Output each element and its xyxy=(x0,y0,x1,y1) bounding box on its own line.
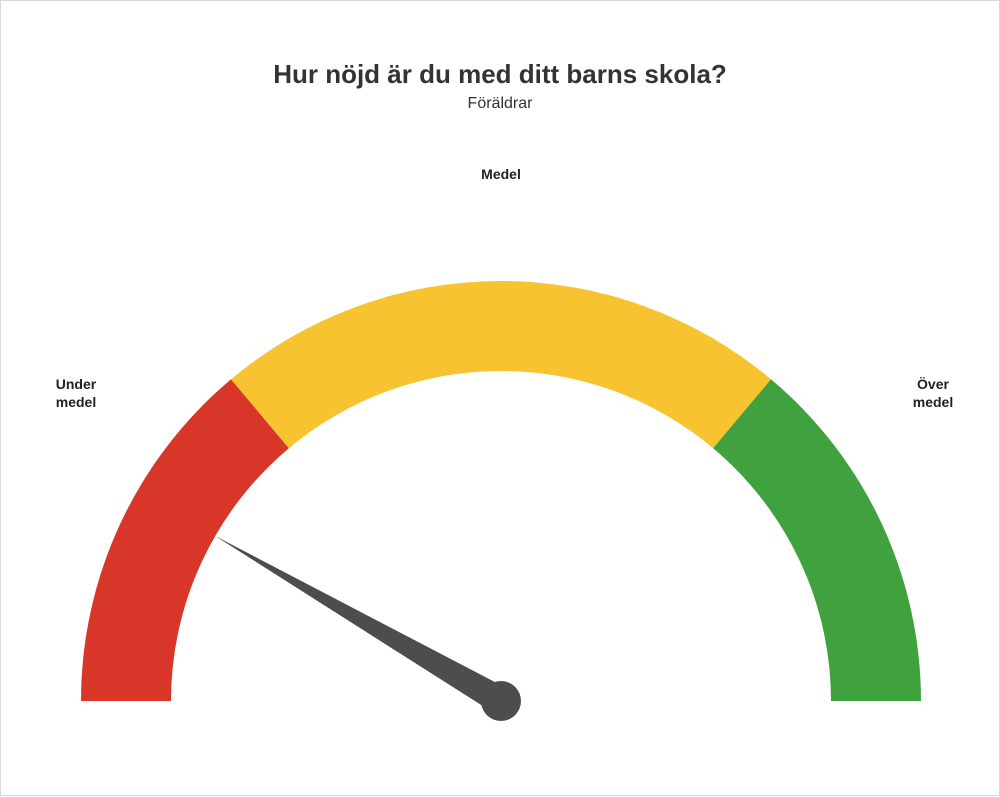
segment-label-under: Under medel xyxy=(46,376,106,411)
segment-label-medel: Medel xyxy=(471,166,531,184)
needle-hub xyxy=(481,681,521,721)
gauge-needle xyxy=(215,536,521,721)
needle-pointer xyxy=(215,536,508,713)
gauge-chart xyxy=(1,1,1000,797)
chart-frame: Hur nöjd är du med ditt barns skola? För… xyxy=(0,0,1000,796)
gauge-segment-over xyxy=(713,379,921,701)
segment-label-over: Över medel xyxy=(903,376,963,411)
gauge-arcs xyxy=(81,281,921,701)
gauge-segment-medel xyxy=(231,281,771,448)
gauge-segment-under xyxy=(81,379,289,701)
